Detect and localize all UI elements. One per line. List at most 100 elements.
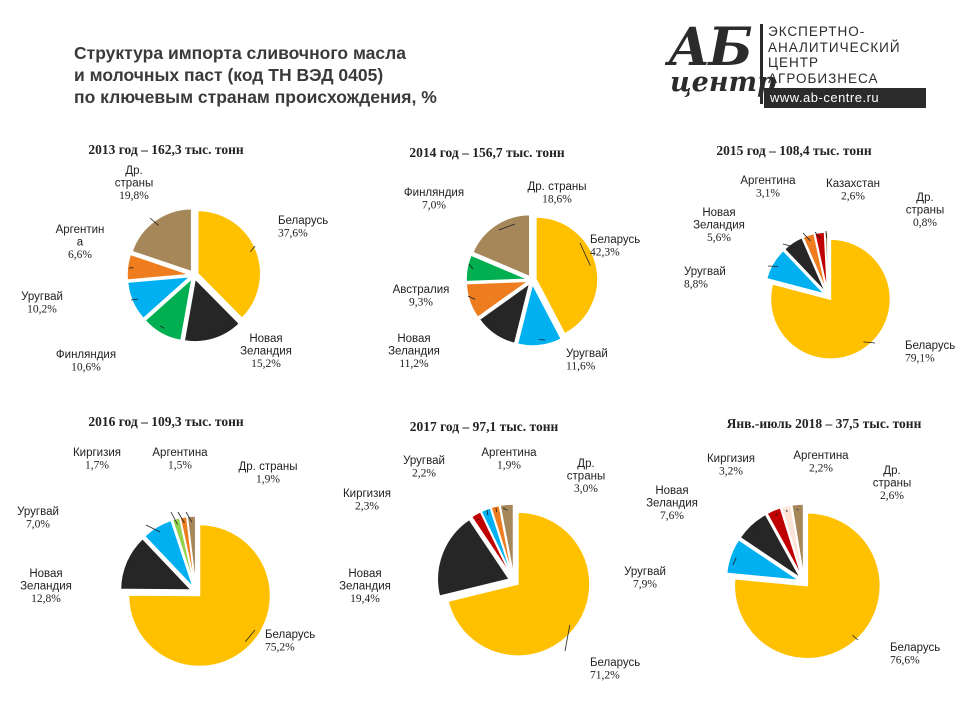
leader-line	[802, 232, 811, 242]
pie-slice-др-страны	[131, 207, 193, 273]
slice-label-name: страны	[906, 205, 944, 217]
pie-slice-финляндия	[144, 276, 194, 342]
logo-url: www.ab-centre.ru	[764, 88, 926, 108]
slice-label-name: Др. страны	[239, 461, 298, 473]
page-title: Структура импорта сливочного масла и мол…	[74, 42, 514, 108]
leader-line	[579, 242, 591, 266]
title-line-1: Структура импорта сливочного масла	[74, 43, 406, 63]
slice-label-value: 19,8%	[119, 190, 149, 202]
pie-slice-новая-зеландия	[436, 518, 511, 598]
slice-label-name: Новая	[249, 333, 282, 345]
leader-line	[130, 298, 139, 301]
slice-label-value: 3,0%	[574, 483, 598, 495]
slice-label-value: 76,6%	[890, 655, 920, 667]
pie-slice-новая-зеландия	[783, 236, 827, 294]
leader-line	[498, 223, 516, 231]
leader-line	[185, 511, 193, 523]
slice-label-value: 15,2%	[251, 358, 281, 370]
slice-label-name: Зеландия	[339, 581, 391, 593]
slice-label-name: Зеландия	[240, 346, 292, 358]
pie-slice-новая-зеландия	[738, 513, 802, 579]
slice-label-name: Зеландия	[20, 581, 72, 593]
slice-label-value: 11,2%	[399, 358, 429, 370]
logo-mark-top: АБ	[668, 17, 753, 78]
slice-label-name: Аргентина	[793, 450, 849, 462]
slice-label-name: Беларусь	[265, 629, 315, 641]
slice-label-name: Австралия	[393, 284, 450, 296]
pie-slice-др-страны	[499, 503, 515, 577]
slice-label-value: 2,3%	[355, 501, 379, 513]
logo-line-4: АГРОБИЗНЕСА	[768, 70, 879, 86]
pie-slice-уругвай	[126, 275, 193, 320]
slice-label-value: 79,1%	[905, 353, 935, 365]
pie-slice-беларусь	[769, 238, 892, 360]
leader-line	[127, 559, 133, 565]
leader-line	[145, 524, 161, 533]
pie-slice-уругвай	[765, 249, 827, 296]
slice-label-value: 1,9%	[256, 474, 280, 486]
chart-title: 2015 год – 108,4 тыс. тонн	[716, 143, 872, 158]
slice-label-name: Аргентина	[481, 447, 537, 459]
ab-centre-logo: АБ центр ЭКСПЕРТНО- АНАЛИТИЧЕСКИЙ ЦЕНТР …	[668, 18, 928, 110]
pie-slice-уругвай	[725, 538, 800, 582]
pie-slice-аргентина	[126, 253, 191, 281]
slice-label-name: Беларусь	[890, 642, 940, 654]
slice-label-name: Новая	[655, 485, 688, 497]
slice-label-name: Беларусь	[905, 340, 955, 352]
slice-label-name: Беларусь	[278, 215, 328, 227]
slice-label-name: Киргизия	[343, 488, 391, 500]
chart-title: 2013 год – 162,3 тыс. тонн	[88, 142, 244, 157]
leader-line	[814, 231, 821, 239]
slice-label-value: 7,6%	[660, 510, 684, 522]
slice-label-name: Др.	[883, 465, 900, 477]
pie-slice-др-страны	[790, 503, 805, 578]
slice-label-value: 12,8%	[31, 593, 61, 605]
chart-title: 2014 год – 156,7 тыс. тонн	[409, 145, 565, 160]
pie-slice-австралия	[465, 280, 531, 319]
leader-line	[751, 528, 756, 531]
pie-slice-новая-зеландия	[183, 277, 241, 343]
leader-line	[564, 624, 571, 652]
logo-mark-bottom: центр	[670, 67, 776, 98]
slice-label-value: 2,2%	[809, 463, 833, 475]
leader-line	[502, 507, 508, 511]
chart-title: Янв.-июль 2018 – 37,5 тыс. тонн	[727, 416, 922, 431]
slice-label-name: Зеландия	[693, 220, 745, 232]
slice-label-value: 2,2%	[412, 468, 436, 480]
slice-label-name: Зеландия	[388, 346, 440, 358]
slice-label-name: страны	[567, 471, 605, 483]
slice-label-name: Уругвай	[684, 266, 726, 278]
pie-slice-беларусь	[535, 216, 599, 335]
slice-label-value: 10,6%	[71, 362, 101, 374]
slice-label-name: Аргентина	[152, 447, 208, 459]
leader-line	[732, 557, 737, 566]
leader-line	[785, 509, 788, 513]
slice-label-name: Киргизия	[73, 447, 121, 459]
pie-slice-беларусь	[127, 523, 272, 668]
leader-line	[250, 245, 256, 253]
slice-label-name: Уругвай	[403, 455, 445, 467]
